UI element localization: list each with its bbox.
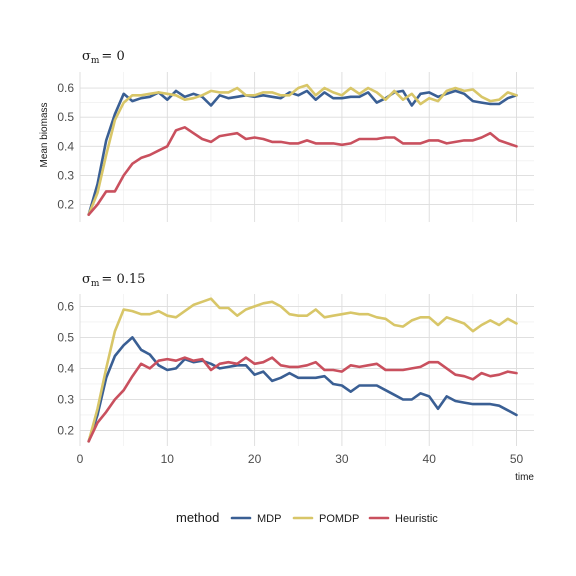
legend-label-mdp: MDP: [257, 513, 281, 525]
legend-label-heuristic: Heuristic: [395, 513, 438, 525]
panel-title-subscript: m: [91, 56, 100, 66]
series-line-heuristic: [87, 126, 518, 216]
legend-title: method: [176, 510, 219, 525]
panel-title: σm = 0.15: [82, 272, 145, 289]
y-tick-label: 0.4: [57, 361, 74, 375]
series-line-pomdp: [87, 83, 518, 216]
x-tick-label: 50: [510, 452, 524, 466]
x-axis-title: time: [515, 472, 534, 483]
panel-title-symbol: σ: [82, 49, 91, 64]
x-tick-label: 0: [77, 452, 84, 466]
y-tick-label: 0.5: [57, 330, 74, 344]
series-line-pomdp: [87, 297, 518, 443]
y-tick-label: 0.3: [57, 392, 74, 406]
y-tick-label: 0.5: [57, 110, 74, 124]
y-tick-label: 0.6: [57, 81, 74, 95]
y-tick-label: 0.4: [57, 139, 74, 153]
x-tick-label: 20: [248, 452, 262, 466]
y-tick-label: 0.6: [57, 299, 74, 313]
series-line-mdp: [87, 336, 518, 443]
series-line-heuristic: [87, 356, 518, 443]
panel-1: 0.2 0.3 0.4 0.5 0.6 σm = 0 Mean biomass: [39, 49, 534, 222]
legend-label-pomdp: POMDP: [319, 513, 359, 525]
y-tick-label: 0.3: [57, 168, 74, 182]
y-tick-label: 0.2: [57, 423, 74, 437]
panel-title-subscript: m: [91, 279, 100, 289]
panel-title-symbol: σ: [82, 272, 91, 287]
panel-title-value: = 0.15: [101, 272, 145, 287]
panel-2: 0 10 20 30 40 50 0.2 0.3 0.4 0.5 0.6 σm = 0.15 time: [57, 272, 534, 483]
y-tick-label: 0.2: [57, 198, 74, 212]
legend: method MDP POMDP Heuristic: [176, 510, 438, 525]
x-tick-label: 40: [423, 452, 437, 466]
panel-title: σm = 0: [82, 49, 125, 66]
x-tick-label: 30: [335, 452, 349, 466]
y-axis-title: Mean biomass: [39, 102, 50, 167]
panel-title-value: = 0: [101, 49, 124, 64]
x-tick-label: 10: [161, 452, 175, 466]
